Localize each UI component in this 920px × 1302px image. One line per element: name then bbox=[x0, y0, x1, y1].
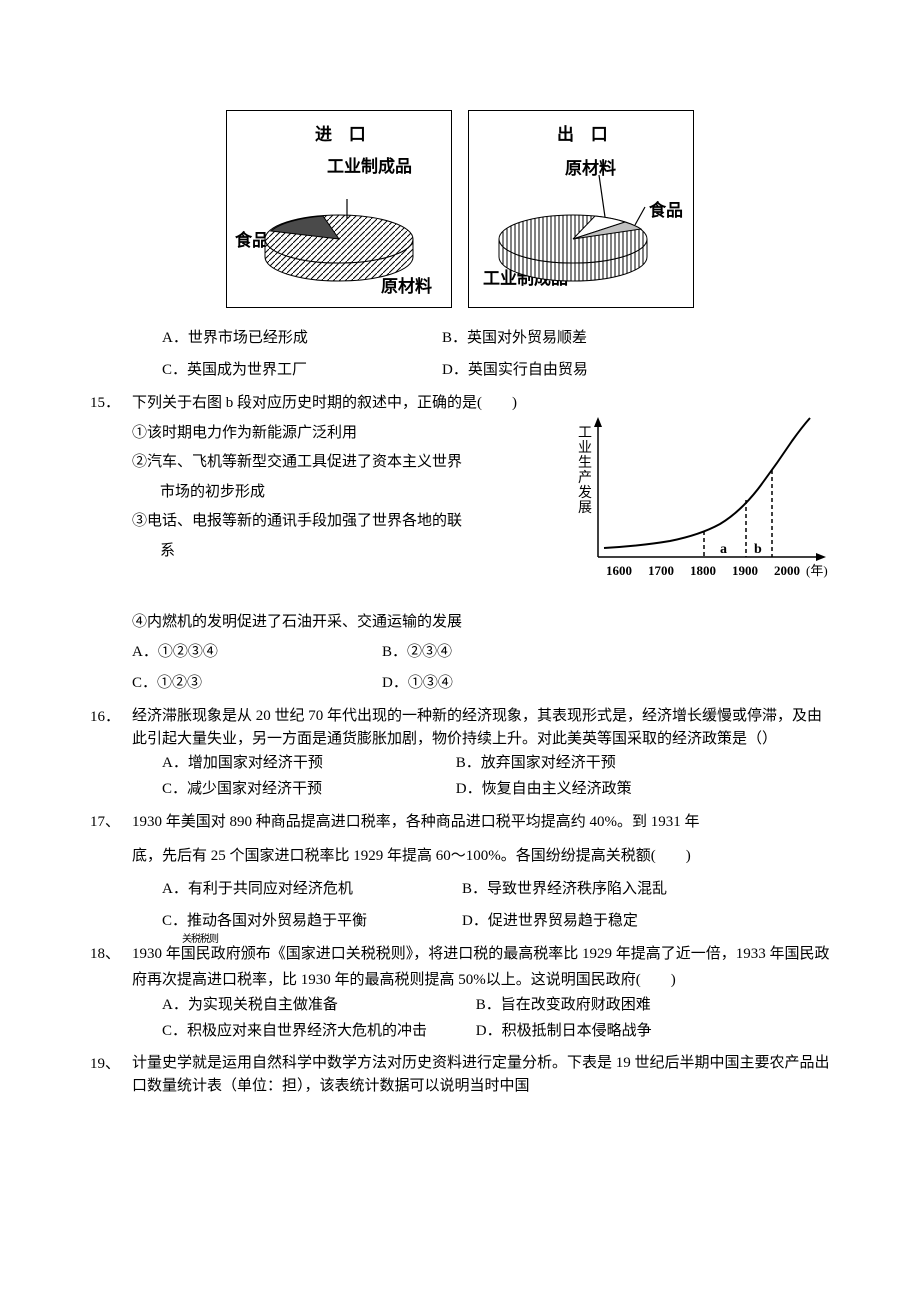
seg-a: a bbox=[720, 542, 727, 557]
industrial-growth-chart: 工 业 生 产 发 展 1600 1700 1800 1900 2000 (年 bbox=[570, 417, 830, 597]
q16-stem: 经济滞胀现象是从 20 世纪 70 年代出现的一种新的经济现象，其表现形式是，经… bbox=[132, 705, 830, 752]
q15-opt-b: B．②③④ bbox=[382, 640, 452, 666]
q18-opts-2: C．积极应对来自世界经济大危机的冲击 D．积极抵制日本侵略战争 bbox=[132, 1019, 830, 1045]
q14-option-d: D．英国实行自由贸易 bbox=[442, 358, 722, 384]
q19: 19、 计量史学就是运用自然科学中数学方法对历史资料进行定量分析。下表是 19 … bbox=[90, 1052, 830, 1099]
q18-body: 关税税则 1930 年国民政府颁布《国家进口关税税则》，将进口税的最高税率比 1… bbox=[132, 942, 830, 1044]
q16-body: 经济滞胀现象是从 20 世纪 70 年代出现的一种新的经济现象，其表现形式是，经… bbox=[132, 705, 830, 803]
q16-opt-c: C．减少国家对经济干预 bbox=[162, 777, 452, 803]
q18-stem-wrap: 关税税则 1930 年国民政府颁布《国家进口关税税则》，将进口税的最高税率比 1… bbox=[132, 942, 830, 993]
q17-stem1: 1930 年美国对 890 种商品提高进口税率，各种商品进口税平均提高约 40%… bbox=[132, 810, 830, 836]
q14-option-a: A．世界市场已经形成 bbox=[162, 326, 442, 352]
q15-opt-c: C．①②③ bbox=[132, 671, 382, 697]
q19-stem: 计量史学就是运用自然科学中数学方法对历史资料进行定量分析。下表是 19 世纪后半… bbox=[132, 1052, 830, 1099]
q17-opts-1: A．有利于共同应对经济危机 B．导致世界经济秩序陷入混乱 bbox=[90, 877, 830, 903]
q17-opt-a: A．有利于共同应对经济危机 bbox=[162, 877, 462, 903]
q19-num: 19、 bbox=[90, 1052, 132, 1078]
q18-opt-a: A．为实现关税自主做准备 bbox=[162, 993, 472, 1019]
xt-1900: 1900 bbox=[732, 563, 758, 578]
xt-1700: 1700 bbox=[648, 563, 674, 578]
q15-sub3a: ③电话、电报等新的通讯手段加强了世界各地的联 bbox=[90, 509, 562, 535]
trade-diagram-row: 进 口 工业制成品 食品 原材料 bbox=[90, 110, 830, 308]
q17: 17、 1930 年美国对 890 种商品提高进口税率，各种商品进口税平均提高约… bbox=[90, 810, 830, 836]
q18-stem: 1930 年国民政府颁布《国家进口关税税则》，将进口税的最高税率比 1929 年… bbox=[132, 946, 830, 988]
q16-opt-d: D．恢复自由主义经济政策 bbox=[456, 777, 632, 803]
xt-1600: 1600 bbox=[606, 563, 632, 578]
q17-num: 17、 bbox=[90, 810, 132, 836]
q15-sub3b: 系 bbox=[90, 539, 562, 565]
export-pie-svg bbox=[469, 111, 693, 307]
q14-options-row1: A．世界市场已经形成 B．英国对外贸易顺差 bbox=[90, 326, 830, 352]
q15-num: 15． bbox=[90, 391, 132, 417]
q15-stem: 下列关于右图 b 段对应历史时期的叙述中，正确的是( ) bbox=[132, 391, 830, 417]
q15-opts-2: C．①②③ D．①③④ bbox=[90, 671, 830, 697]
q18-num: 18、 bbox=[90, 942, 132, 968]
q18-tariff-label: 关税税则 bbox=[182, 931, 218, 948]
xt-1800: 1800 bbox=[690, 563, 716, 578]
q17-stem2: 底，先后有 25 个国家进口税率比 1929 年提高 60～100%。各国纷纷提… bbox=[90, 844, 830, 870]
q15-chart-col: 工 业 生 产 发 展 1600 1700 1800 1900 2000 (年 bbox=[570, 417, 830, 607]
q15-opt-a: A．①②③④ bbox=[132, 640, 382, 666]
q18-opt-b: B．旨在改变政府财政困难 bbox=[476, 993, 651, 1019]
q16: 16． 经济滞胀现象是从 20 世纪 70 年代出现的一种新的经济现象，其表现形… bbox=[90, 705, 830, 803]
q15-sub2a: ②汽车、飞机等新型交通工具促进了资本主义世界 bbox=[90, 450, 562, 476]
q17-opt-d: D．促进世界贸易趋于稳定 bbox=[462, 909, 742, 935]
q16-opts-2: C．减少国家对经济干预 D．恢复自由主义经济政策 bbox=[132, 777, 830, 803]
q15-body-wrap: ①该时期电力作为新能源广泛利用 ②汽车、飞机等新型交通工具促进了资本主义世界 市… bbox=[90, 417, 830, 607]
q16-opt-b: B．放弃国家对经济干预 bbox=[456, 751, 616, 777]
q15-opts-1: A．①②③④ B．②③④ bbox=[90, 640, 830, 666]
q14-option-b: B．英国对外贸易顺差 bbox=[442, 326, 722, 352]
q15: 15． 下列关于右图 b 段对应历史时期的叙述中，正确的是( ) bbox=[90, 391, 830, 417]
export-diagram-box: 出 口 原材料 食品 工业制成品 bbox=[468, 110, 694, 308]
q16-opts-1: A．增加国家对经济干预 B．放弃国家对经济干预 bbox=[132, 751, 830, 777]
q18-opt-d: D．积极抵制日本侵略战争 bbox=[476, 1019, 652, 1045]
import-diagram-box: 进 口 工业制成品 食品 原材料 bbox=[226, 110, 452, 308]
q16-opt-a: A．增加国家对经济干预 bbox=[162, 751, 452, 777]
q15-sub1: ①该时期电力作为新能源广泛利用 bbox=[90, 421, 562, 447]
q15-opt-d: D．①③④ bbox=[382, 671, 453, 697]
q18: 18、 关税税则 1930 年国民政府颁布《国家进口关税税则》，将进口税的最高税… bbox=[90, 942, 830, 1044]
seg-b: b bbox=[754, 542, 762, 557]
q15-sub4: ④内燃机的发明促进了石油开采、交通运输的发展 bbox=[90, 610, 830, 636]
xt-unit: (年) bbox=[806, 563, 828, 578]
chart-ylabel: 工 业 生 产 发 展 bbox=[578, 426, 596, 516]
import-pie-svg bbox=[227, 111, 451, 307]
q18-opts-1: A．为实现关税自主做准备 B．旨在改变政府财政困难 bbox=[132, 993, 830, 1019]
xt-2000: 2000 bbox=[774, 563, 800, 578]
q15-sub2b: 市场的初步形成 bbox=[90, 480, 562, 506]
q15-left-col: ①该时期电力作为新能源广泛利用 ②汽车、飞机等新型交通工具促进了资本主义世界 市… bbox=[90, 417, 562, 607]
q14-options-row2: C．英国成为世界工厂 D．英国实行自由贸易 bbox=[90, 358, 830, 384]
q14-option-c: C．英国成为世界工厂 bbox=[162, 358, 442, 384]
q17-opt-b: B．导致世界经济秩序陷入混乱 bbox=[462, 877, 742, 903]
q18-opt-c: C．积极应对来自世界经济大危机的冲击 bbox=[162, 1019, 472, 1045]
q16-num: 16． bbox=[90, 705, 132, 731]
